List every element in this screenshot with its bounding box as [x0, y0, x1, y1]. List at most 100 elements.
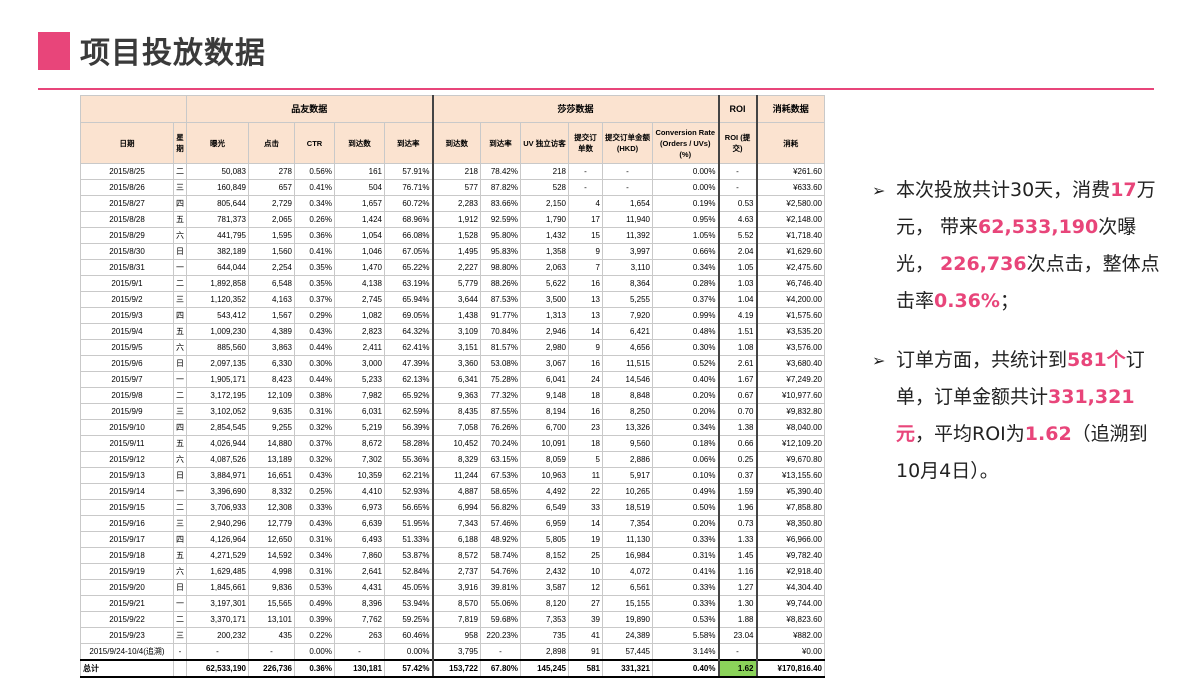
table-row: 2015/9/20 日 1,845,661 9,836 0.53% 4,431 45.05%…: [80, 579, 825, 596]
cell-arrivals: 1,424: [334, 211, 385, 228]
cell-impressions: 2,940,296: [186, 515, 249, 532]
cell-conversion-rate: 0.28%: [652, 275, 720, 292]
cell-sasa-arrival-rate: 83.66%: [480, 195, 521, 212]
cell-cost: ¥882.00: [756, 627, 825, 644]
cell-uv: 8,120: [520, 595, 569, 612]
cell-impressions: -: [186, 643, 249, 661]
summary-highlight: 581个: [1067, 349, 1126, 371]
cell-ctr: 0.43%: [294, 515, 335, 532]
cell-order-amount: 10,265: [602, 483, 653, 500]
cell-clicks: 6,548: [248, 275, 295, 292]
cell-weekday: 日: [173, 467, 187, 484]
cell-orders: 41: [568, 627, 603, 644]
cell-date: 2015/9/23: [80, 627, 174, 644]
cell-uv: 8,059: [520, 451, 569, 468]
cell-orders: 10: [568, 563, 603, 580]
cell-roi: 1.04: [718, 291, 758, 308]
cell-sasa-arrivals: 958: [432, 627, 481, 644]
cell-sasa-arrival-rate: 77.32%: [480, 387, 521, 404]
cell-conversion-rate: 0.37%: [652, 291, 720, 308]
cell-impressions: 3,396,690: [186, 483, 249, 500]
cell-date: 2015/9/11: [80, 435, 174, 452]
col-header-sasa-arrivals: 到达数: [432, 122, 481, 164]
cell-arrivals: 161: [334, 163, 385, 180]
cell-clicks: 9,635: [248, 403, 295, 420]
cell-roi: 1.96: [718, 499, 758, 516]
cell-weekday: 四: [173, 307, 187, 324]
cell-conversion-rate: 0.52%: [652, 355, 720, 372]
cell-arrival-rate: 60.46%: [384, 627, 434, 644]
cell-roi: 1.08: [718, 339, 758, 356]
cell-date: 2015/9/15: [80, 499, 174, 516]
table-row: 2015/9/1 二 1,892,858 6,548 0.35% 4,138 63.19% 5…: [80, 275, 825, 292]
cell-conversion-rate: 0.33%: [652, 579, 720, 596]
cell-impressions: 1,629,485: [186, 563, 249, 580]
cell-sasa-arrivals: 3,109: [432, 323, 481, 340]
cell-conversion-rate: 0.31%: [652, 547, 720, 564]
cell-impressions: 3,370,171: [186, 611, 249, 628]
table-row: 2015/9/9 三 3,102,052 9,635 0.31% 6,031 62.59% 8…: [80, 403, 825, 420]
table-row: 2015/9/4 五 1,009,230 4,389 0.43% 2,823 64.32% 3…: [80, 323, 825, 340]
cell-arrivals: 5,233: [334, 371, 385, 388]
cell-ctr: 0.31%: [294, 563, 335, 580]
cell-date: 2015/8/25: [80, 163, 174, 180]
cell-cost: ¥0.00: [756, 643, 825, 661]
cell-uv: 6,041: [520, 371, 569, 388]
table-row: 2015/9/13 日 3,884,971 16,651 0.43% 10,359 62.2…: [80, 467, 825, 484]
cell-sasa-arrival-rate: 67.53%: [480, 467, 521, 484]
group-roi: ROI: [718, 95, 758, 123]
cell-weekday: 一: [173, 483, 187, 500]
col-header-arrivals: 到达数: [334, 122, 385, 164]
cell-sasa-arrival-rate: 48.92%: [480, 531, 521, 548]
cell-clicks: 12,779: [248, 515, 295, 532]
cell-arrival-rate: 62.59%: [384, 403, 434, 420]
cell-date: 2015/9/17: [80, 531, 174, 548]
cell-ctr: 0.35%: [294, 275, 335, 292]
cell-ctr: 0.44%: [294, 339, 335, 356]
cell-conversion-rate: 0.66%: [652, 243, 720, 260]
cell-sasa-arrivals: 2,283: [432, 195, 481, 212]
cell-arrivals: 6,031: [334, 403, 385, 420]
cell-weekday: 二: [173, 611, 187, 628]
cell-arrivals: 130,181: [334, 659, 385, 678]
cell-cost: ¥2,148.00: [756, 211, 825, 228]
cell-sasa-arrival-rate: 78.42%: [480, 163, 521, 180]
cell-clicks: 2,254: [248, 259, 295, 276]
cell-arrival-rate: 66.08%: [384, 227, 434, 244]
cell-arrival-rate: 64.32%: [384, 323, 434, 340]
cell-cost: ¥9,744.00: [756, 595, 825, 612]
table-row: 2015/9/6 日 2,097,135 6,330 0.30% 3,000 47.39% 3…: [80, 355, 825, 372]
cell-ctr: 0.56%: [294, 163, 335, 180]
cell-ctr: 0.38%: [294, 387, 335, 404]
summary-text: 次点击，整体点击率: [896, 253, 1160, 312]
cell-sasa-arrival-rate: 75.28%: [480, 371, 521, 388]
cell-arrival-rate: 52.84%: [384, 563, 434, 580]
cell-arrival-rate: 65.92%: [384, 387, 434, 404]
cell-ctr: 0.41%: [294, 179, 335, 196]
cell-uv: 5,805: [520, 531, 569, 548]
cell-date: 2015/8/26: [80, 179, 174, 196]
cell-ctr: 0.32%: [294, 419, 335, 436]
cell-impressions: 781,373: [186, 211, 249, 228]
cell-impressions: 1,892,858: [186, 275, 249, 292]
cell-order-amount: 8,364: [602, 275, 653, 292]
cell-impressions: 3,102,052: [186, 403, 249, 420]
cell-impressions: 382,189: [186, 243, 249, 260]
cell-arrival-rate: 63.19%: [384, 275, 434, 292]
table-row: 2015/9/17 四 4,126,964 12,650 0.31% 6,493 51.33…: [80, 531, 825, 548]
cell-sasa-arrival-rate: 92.59%: [480, 211, 521, 228]
cell-uv: 10,091: [520, 435, 569, 452]
cell-uv: 2,432: [520, 563, 569, 580]
cell-orders: 15: [568, 227, 603, 244]
cell-arrival-rate: 60.72%: [384, 195, 434, 212]
cell-roi: 1.33: [718, 531, 758, 548]
cell-impressions: 200,232: [186, 627, 249, 644]
col-header-orders: 提交订单数: [568, 122, 603, 164]
cell-clicks: 8,423: [248, 371, 295, 388]
cell-roi: 5.52: [718, 227, 758, 244]
cell-arrivals: 4,138: [334, 275, 385, 292]
cell-cost: ¥633.60: [756, 179, 825, 196]
cell-impressions: 2,854,545: [186, 419, 249, 436]
cell-clicks: 4,163: [248, 291, 295, 308]
cell-roi: 2.61: [718, 355, 758, 372]
